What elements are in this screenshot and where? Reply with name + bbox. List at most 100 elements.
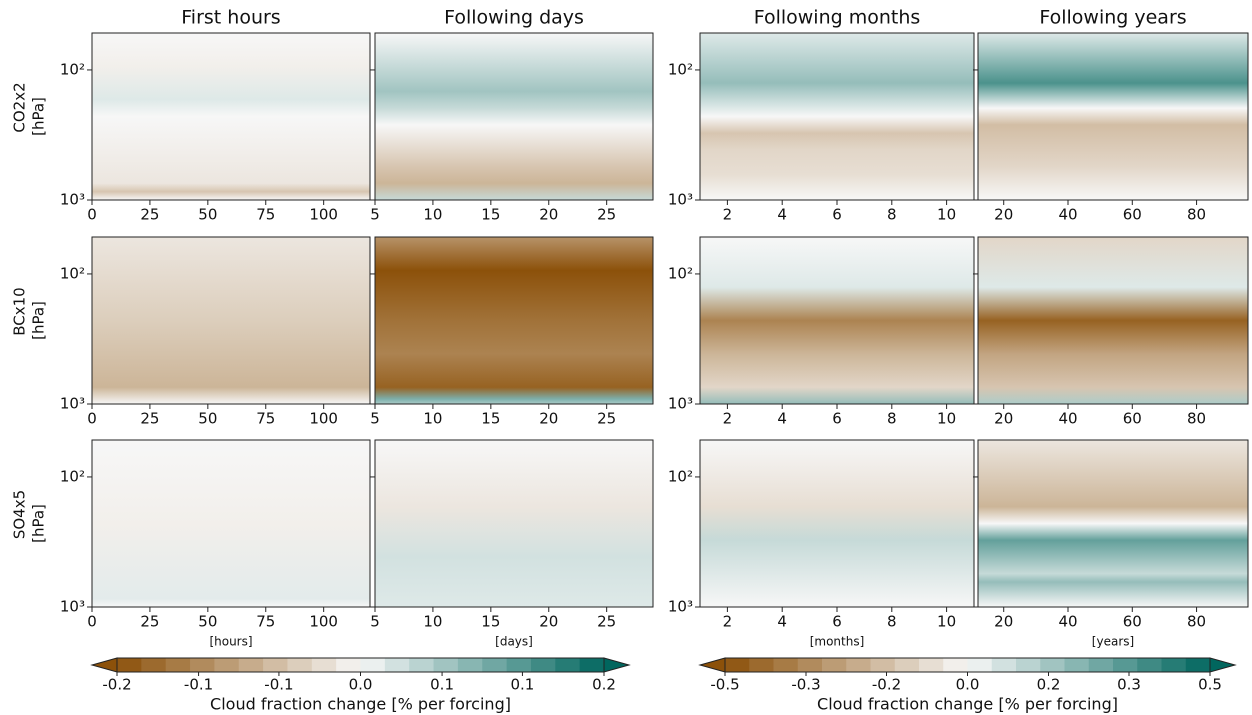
x-tick-label: 5 <box>370 206 380 224</box>
colorbar-step <box>943 658 968 672</box>
x-tick-label: 20 <box>994 410 1013 428</box>
contour-field <box>700 33 974 200</box>
colorbar-tick-label: -0.2 <box>872 676 901 694</box>
colorbar-step <box>214 658 240 672</box>
panel-frame <box>374 236 654 405</box>
colorbar-tick-label: -0.5 <box>710 676 739 694</box>
x-tick-label: 100 <box>309 410 338 428</box>
panel-frame <box>374 32 654 201</box>
contour-field <box>978 33 1248 200</box>
x-tick-label: 6 <box>832 410 842 428</box>
contour-field <box>375 440 653 607</box>
x-tick-label: 80 <box>1187 410 1206 428</box>
row-label: BCx10 <box>11 287 29 335</box>
colorbar-step <box>287 658 313 672</box>
x-tick-label: 10 <box>423 613 442 631</box>
y-tick-label: 10² <box>60 467 85 485</box>
contour-field <box>92 33 370 200</box>
colorbar-step <box>238 658 264 672</box>
x-tick-label: 0 <box>87 206 97 224</box>
x-tick-label: 20 <box>539 206 558 224</box>
contour-field <box>92 440 370 607</box>
colorbar-tick-label: 0.0 <box>956 676 980 694</box>
x-tick-label: 25 <box>140 206 159 224</box>
colorbar-tick-label: 0.5 <box>1198 676 1222 694</box>
colorbar-tick-label: 0.1 <box>510 676 534 694</box>
x-tick-label: 2 <box>723 206 733 224</box>
colorbar-step <box>336 658 361 672</box>
x-tick-label: 20 <box>539 613 558 631</box>
colorbar-step <box>141 658 167 672</box>
contour-field <box>978 237 1248 404</box>
y-tick-label: 10² <box>668 264 693 282</box>
colorbar-tick-label: -0.1 <box>264 676 293 694</box>
colorbar-step <box>579 658 605 672</box>
colorbar-step <box>967 658 993 672</box>
x-tick-label: 75 <box>256 613 275 631</box>
x-tick-label: 25 <box>597 206 616 224</box>
x-tick-label: 10 <box>423 410 442 428</box>
colorbar-step <box>506 658 532 672</box>
panel-frame <box>977 439 1249 608</box>
colorbar-step <box>1137 658 1162 672</box>
colorbar-tick-label: 0.2 <box>592 676 616 694</box>
x-tick-label: 2 <box>723 410 733 428</box>
x-tick-label: 4 <box>777 410 787 428</box>
colorbar-step <box>165 658 191 672</box>
row-unit: [hPa] <box>30 97 48 136</box>
colorbar-step <box>530 658 556 672</box>
x-tick-label: 4 <box>777 206 787 224</box>
x-tick-label: 25 <box>140 410 159 428</box>
colorbar-step <box>797 658 823 672</box>
colorbar-tick-label: -0.3 <box>791 676 820 694</box>
x-axis-label: [years] <box>1092 635 1134 649</box>
contour-field <box>978 440 1248 607</box>
colorbar-step <box>555 658 581 672</box>
y-tick-label: 10³ <box>668 395 693 413</box>
column-title: Following months <box>754 7 921 29</box>
contour-field <box>92 237 370 404</box>
x-tick-label: 25 <box>140 613 159 631</box>
x-tick-label: 10 <box>937 410 956 428</box>
x-tick-label: 6 <box>832 206 842 224</box>
x-tick-label: 4 <box>777 613 787 631</box>
colorbar-step <box>749 658 774 672</box>
colorbar-step <box>1161 658 1187 672</box>
x-tick-label: 60 <box>1123 613 1142 631</box>
x-tick-label: 15 <box>481 410 500 428</box>
colorbar-tick-label: 0.3 <box>1117 676 1141 694</box>
x-tick-label: 2 <box>723 613 733 631</box>
y-tick-label: 10² <box>668 60 693 78</box>
x-axis-label: [months] <box>810 635 865 649</box>
colorbar-arrow <box>1209 657 1237 673</box>
x-tick-label: 75 <box>256 206 275 224</box>
colorbar-step <box>1113 658 1138 672</box>
x-tick-label: 20 <box>539 410 558 428</box>
x-tick-label: 20 <box>994 206 1013 224</box>
panel-frame <box>91 236 371 405</box>
colorbar-step <box>725 658 750 672</box>
colorbar-step <box>457 658 483 672</box>
colorbar-label: Cloud fraction change [% per forcing] <box>210 695 511 714</box>
column-title: Following days <box>444 7 584 29</box>
y-tick-label: 10³ <box>60 598 85 616</box>
colorbar-step <box>822 658 847 672</box>
x-tick-label: 80 <box>1187 613 1206 631</box>
y-tick-label: 10² <box>60 264 85 282</box>
panel-frame <box>91 439 371 608</box>
colorbar-step <box>870 658 896 672</box>
panel-frame <box>91 32 371 201</box>
colorbar-label: Cloud fraction change [% per forcing] <box>817 695 1118 714</box>
y-tick-label: 10³ <box>60 395 85 413</box>
x-tick-label: 50 <box>198 206 217 224</box>
x-tick-label: 25 <box>597 410 616 428</box>
contour-field <box>375 237 653 404</box>
y-tick-label: 10² <box>60 60 85 78</box>
colorbar-step <box>919 658 944 672</box>
colorbar-step <box>894 658 920 672</box>
colorbar-step <box>409 658 435 672</box>
colorbar-step <box>1016 658 1041 672</box>
x-tick-label: 0 <box>87 410 97 428</box>
colorbar-step <box>1185 658 1211 672</box>
colorbar-step <box>1064 658 1090 672</box>
